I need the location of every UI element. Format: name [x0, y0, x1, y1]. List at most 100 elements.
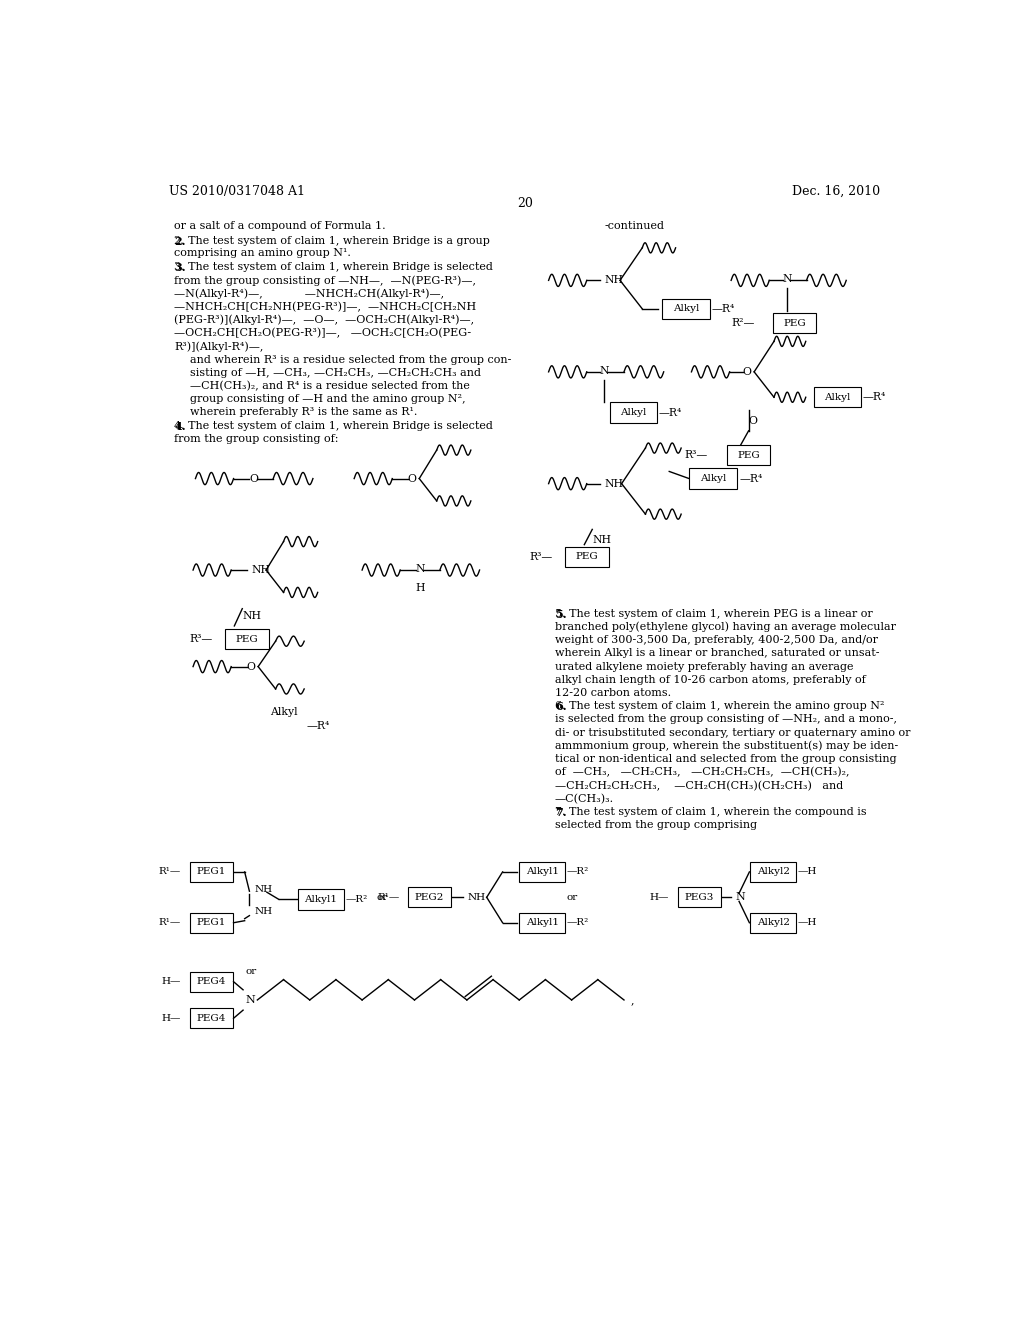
- Text: O: O: [742, 367, 752, 376]
- Text: PEG: PEG: [236, 635, 258, 644]
- Text: or: or: [377, 892, 387, 902]
- FancyBboxPatch shape: [609, 403, 657, 422]
- Text: NH: NH: [254, 884, 272, 894]
- Text: PEG4: PEG4: [197, 977, 226, 986]
- Text: H—: H—: [162, 977, 181, 986]
- Text: H—: H—: [650, 892, 670, 902]
- Text: R¹—: R¹—: [377, 892, 399, 902]
- Text: N: N: [246, 995, 255, 1005]
- Text: —R²: —R²: [567, 919, 589, 927]
- FancyBboxPatch shape: [189, 862, 233, 882]
- Text: NH: NH: [468, 892, 485, 902]
- Text: R¹—: R¹—: [159, 867, 181, 876]
- Text: group consisting of —H and the amino group N²,: group consisting of —H and the amino gro…: [189, 395, 466, 404]
- FancyBboxPatch shape: [298, 890, 344, 909]
- Text: 7. The test system of claim 1, wherein the compound is: 7. The test system of claim 1, wherein t…: [555, 807, 866, 817]
- Text: 2. The test system of claim 1, wherein Bridge is a group: 2. The test system of claim 1, wherein B…: [174, 236, 489, 246]
- FancyBboxPatch shape: [189, 1008, 233, 1028]
- Text: from the group consisting of:: from the group consisting of:: [174, 434, 339, 444]
- Text: US 2010/0317048 A1: US 2010/0317048 A1: [169, 185, 305, 198]
- Text: O: O: [247, 661, 256, 672]
- Text: of  —CH₃,   —CH₂CH₃,   —CH₂CH₂CH₃,  —CH(CH₃)₂,: of —CH₃, —CH₂CH₃, —CH₂CH₂CH₃, —CH(CH₃)₂,: [555, 767, 850, 777]
- Text: or a salt of a compound of Formula 1.: or a salt of a compound of Formula 1.: [174, 222, 386, 231]
- Text: —NHCH₂CH[CH₂NH(PEG-R³)]—,  —NHCH₂C[CH₂NH: —NHCH₂CH[CH₂NH(PEG-R³)]—, —NHCH₂C[CH₂NH: [174, 302, 476, 312]
- FancyBboxPatch shape: [689, 469, 736, 488]
- Text: ,: ,: [631, 995, 634, 1005]
- FancyBboxPatch shape: [773, 313, 816, 333]
- Text: di- or trisubstituted secondary, tertiary or quaternary amino or: di- or trisubstituted secondary, tertiar…: [555, 727, 910, 738]
- Text: NH: NH: [254, 907, 272, 916]
- Text: R³—: R³—: [529, 552, 553, 562]
- Text: 2.: 2.: [174, 236, 185, 247]
- Text: O: O: [749, 416, 758, 425]
- Text: —CH(CH₃)₂, and R⁴ is a residue selected from the: —CH(CH₃)₂, and R⁴ is a residue selected …: [189, 381, 470, 391]
- Text: Alkyl1: Alkyl1: [525, 867, 559, 876]
- Text: N: N: [782, 275, 792, 284]
- Text: Alkyl: Alkyl: [699, 474, 726, 483]
- Text: from the group consisting of —NH—,  —N(PEG-R³)—,: from the group consisting of —NH—, —N(PE…: [174, 276, 476, 286]
- Text: 7.: 7.: [555, 807, 566, 818]
- Text: N: N: [416, 564, 425, 574]
- Text: PEG: PEG: [575, 552, 598, 561]
- Text: —R²: —R²: [567, 867, 589, 876]
- Text: Dec. 16, 2010: Dec. 16, 2010: [793, 185, 881, 198]
- FancyBboxPatch shape: [727, 445, 770, 466]
- Text: Alkyl2: Alkyl2: [757, 867, 790, 876]
- Text: —N(Alkyl-R⁴)—,            —NHCH₂CH(Alkyl-R⁴)—,: —N(Alkyl-R⁴)—, —NHCH₂CH(Alkyl-R⁴)—,: [174, 289, 444, 300]
- FancyBboxPatch shape: [814, 387, 861, 408]
- Text: NH: NH: [604, 479, 624, 488]
- Text: wherein Alkyl is a linear or branched, saturated or unsat-: wherein Alkyl is a linear or branched, s…: [555, 648, 880, 659]
- Text: R²—: R²—: [731, 318, 755, 329]
- Text: Alkyl2: Alkyl2: [757, 919, 790, 927]
- Text: branched poly(ethylene glycol) having an average molecular: branched poly(ethylene glycol) having an…: [555, 622, 896, 632]
- Text: weight of 300-3,500 Da, preferably, 400-2,500 Da, and/or: weight of 300-3,500 Da, preferably, 400-…: [555, 635, 878, 645]
- Text: Alkyl1: Alkyl1: [525, 919, 559, 927]
- FancyBboxPatch shape: [751, 912, 797, 933]
- Text: —CH₂CH₂CH₂CH₃,    —CH₂CH(CH₃)(CH₂CH₃)   and: —CH₂CH₂CH₂CH₃, —CH₂CH(CH₃)(CH₂CH₃) and: [555, 780, 843, 791]
- Text: PEG: PEG: [783, 318, 806, 327]
- Text: 3.: 3.: [174, 263, 185, 273]
- Text: PEG4: PEG4: [197, 1014, 226, 1023]
- Text: PEG1: PEG1: [197, 867, 226, 876]
- Text: Alkyl: Alkyl: [673, 305, 699, 313]
- Text: O: O: [408, 474, 417, 483]
- Text: 5.: 5.: [555, 609, 566, 619]
- Text: PEG2: PEG2: [415, 892, 444, 902]
- Text: Alkyl: Alkyl: [621, 408, 647, 417]
- FancyBboxPatch shape: [519, 912, 565, 933]
- FancyBboxPatch shape: [408, 887, 452, 907]
- Text: Alkyl: Alkyl: [270, 708, 298, 717]
- Text: —H: —H: [798, 867, 817, 876]
- Text: NH: NH: [592, 535, 611, 545]
- Text: —C(CH₃)₃.: —C(CH₃)₃.: [555, 793, 614, 804]
- Text: 4. The test system of claim 1, wherein Bridge is selected: 4. The test system of claim 1, wherein B…: [174, 421, 493, 430]
- Text: 20: 20: [517, 197, 532, 210]
- FancyBboxPatch shape: [189, 912, 233, 933]
- Text: urated alkylene moiety preferably having an average: urated alkylene moiety preferably having…: [555, 661, 853, 672]
- Text: 6. The test system of claim 1, wherein the amino group N²: 6. The test system of claim 1, wherein t…: [555, 701, 885, 711]
- Text: —R⁴: —R⁴: [739, 474, 762, 483]
- FancyBboxPatch shape: [678, 887, 721, 907]
- Text: NH: NH: [252, 565, 270, 576]
- Text: R³—: R³—: [684, 450, 708, 461]
- Text: or: or: [567, 892, 578, 902]
- Text: sisting of —H, —CH₃, —CH₂CH₃, —CH₂CH₂CH₃ and: sisting of —H, —CH₃, —CH₂CH₃, —CH₂CH₂CH₃…: [189, 368, 481, 378]
- Text: N: N: [599, 366, 609, 376]
- Text: PEG1: PEG1: [197, 919, 226, 927]
- Text: (PEG-R³)](Alkyl-R⁴)—,  —O—,  —OCH₂CH(Alkyl-R⁴)—,: (PEG-R³)](Alkyl-R⁴)—, —O—, —OCH₂CH(Alkyl…: [174, 315, 474, 326]
- Text: NH: NH: [604, 276, 624, 285]
- Text: 6.: 6.: [555, 701, 566, 713]
- Text: N: N: [735, 892, 744, 903]
- Text: or: or: [246, 968, 257, 975]
- Text: PEG: PEG: [737, 450, 760, 459]
- Text: ammmonium group, wherein the substituent(s) may be iden-: ammmonium group, wherein the substituent…: [555, 741, 898, 751]
- Text: -continued: -continued: [604, 222, 665, 231]
- Text: H—: H—: [162, 1014, 181, 1023]
- Text: wherein preferably R³ is the same as R¹.: wherein preferably R³ is the same as R¹.: [189, 408, 417, 417]
- Text: O: O: [249, 474, 258, 483]
- FancyBboxPatch shape: [189, 972, 233, 991]
- FancyBboxPatch shape: [519, 862, 565, 882]
- Text: —R²: —R²: [345, 895, 368, 904]
- Text: Alkyl1: Alkyl1: [304, 895, 337, 904]
- Text: R³)](Alkyl-R⁴)—,: R³)](Alkyl-R⁴)—,: [174, 342, 263, 352]
